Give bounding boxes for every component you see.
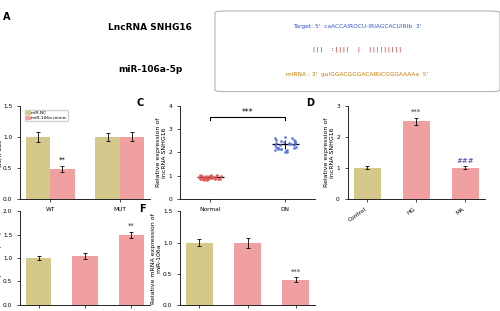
Point [272, 141, 280, 146]
Y-axis label: Relative mRNA expression of
miR-106a: Relative mRNA expression of miR-106a [151, 213, 162, 304]
Point [203, 177, 211, 182]
Text: |||  :||||  |  |||||||||: ||| :|||| | ||||||||| [312, 47, 402, 52]
Bar [403, 121, 429, 199]
Bar [354, 168, 380, 199]
Y-axis label: Relative SNHG16
expression (fold): Relative SNHG16 expression (fold) [0, 231, 2, 285]
Point [287, 142, 295, 147]
Point [274, 145, 281, 150]
Point [277, 146, 285, 151]
Point [292, 138, 300, 143]
Point [291, 141, 299, 146]
Point [277, 138, 285, 143]
Text: ***: *** [290, 269, 300, 275]
Point [290, 143, 298, 148]
Point [210, 176, 218, 181]
Point [291, 139, 299, 144]
Point [290, 137, 298, 142]
Point [284, 148, 292, 153]
Point [290, 145, 298, 150]
Point [200, 177, 207, 182]
Point [203, 175, 211, 180]
Text: **: ** [59, 157, 66, 163]
Point [212, 173, 220, 178]
Point [208, 174, 216, 179]
Bar [186, 243, 212, 305]
Point [281, 150, 289, 155]
Text: **: ** [128, 223, 134, 229]
Point [274, 145, 282, 150]
Point [198, 174, 206, 179]
Text: F: F [140, 204, 146, 214]
Text: ***: *** [242, 108, 254, 117]
Y-axis label: luc/R-Luc: luc/R-Luc [0, 138, 2, 167]
Bar [234, 243, 260, 305]
Text: A: A [2, 12, 10, 22]
Point [288, 136, 296, 141]
Y-axis label: Relative expression of
lncRNA SNHG16: Relative expression of lncRNA SNHG16 [324, 118, 334, 187]
Point [282, 135, 290, 140]
Bar [282, 280, 309, 305]
Text: Target: 5'  caACCAIROCU-IRIAGCACUIRIb  3': Target: 5' caACCAIROCU-IRIAGCACUIRIb 3' [294, 24, 422, 29]
Text: ###: ### [456, 158, 474, 164]
Point [206, 176, 214, 181]
Point [214, 173, 222, 178]
Point [271, 136, 279, 141]
Point [202, 176, 209, 181]
Bar [72, 256, 98, 305]
Point [196, 177, 204, 182]
Point [272, 144, 280, 149]
Point [276, 146, 284, 151]
Point [208, 175, 216, 180]
Text: LncRNA SNHG16: LncRNA SNHG16 [108, 23, 192, 32]
Point [214, 177, 222, 182]
Point [204, 177, 212, 182]
Point [198, 173, 206, 178]
Text: miR-106a-5p: miR-106a-5p [118, 65, 182, 74]
Point [216, 174, 224, 179]
Y-axis label: Relative expression of
lncRNA SNHG16: Relative expression of lncRNA SNHG16 [156, 118, 167, 187]
Point [199, 175, 207, 180]
Point [292, 144, 300, 149]
Text: D: D [306, 98, 314, 108]
Point [199, 174, 207, 179]
Point [274, 146, 282, 151]
Bar [118, 235, 144, 305]
Point [272, 137, 280, 142]
Point [285, 142, 293, 147]
FancyBboxPatch shape [215, 11, 500, 92]
Point [202, 175, 209, 180]
Bar [452, 168, 479, 199]
Point [270, 148, 278, 153]
Point [276, 143, 283, 148]
Point [195, 175, 203, 180]
Text: C: C [137, 98, 144, 108]
Point [205, 174, 213, 179]
Point [202, 174, 209, 179]
Text: ***: *** [411, 109, 422, 115]
Text: miRNA : 3'  guIGGACGGGACAIRICGGGAAAAa  5': miRNA : 3' guIGGACGGGACAIRICGGGAAAAa 5' [286, 72, 428, 77]
Point [196, 173, 204, 178]
Point [206, 173, 214, 178]
Point [271, 143, 279, 148]
Point [208, 174, 216, 179]
Legend: miR-NC, miR-106a mimic: miR-NC, miR-106a mimic [25, 110, 68, 121]
Point [282, 149, 290, 154]
Point [280, 139, 287, 144]
Bar [26, 137, 50, 199]
Bar [50, 169, 74, 199]
Point [211, 175, 219, 180]
Point [216, 176, 224, 181]
Point [199, 176, 207, 181]
Point [284, 141, 292, 146]
Point [283, 150, 291, 155]
Point [198, 177, 206, 182]
Bar [26, 258, 52, 305]
Bar [96, 137, 120, 199]
Bar [120, 137, 144, 199]
Point [208, 175, 216, 180]
